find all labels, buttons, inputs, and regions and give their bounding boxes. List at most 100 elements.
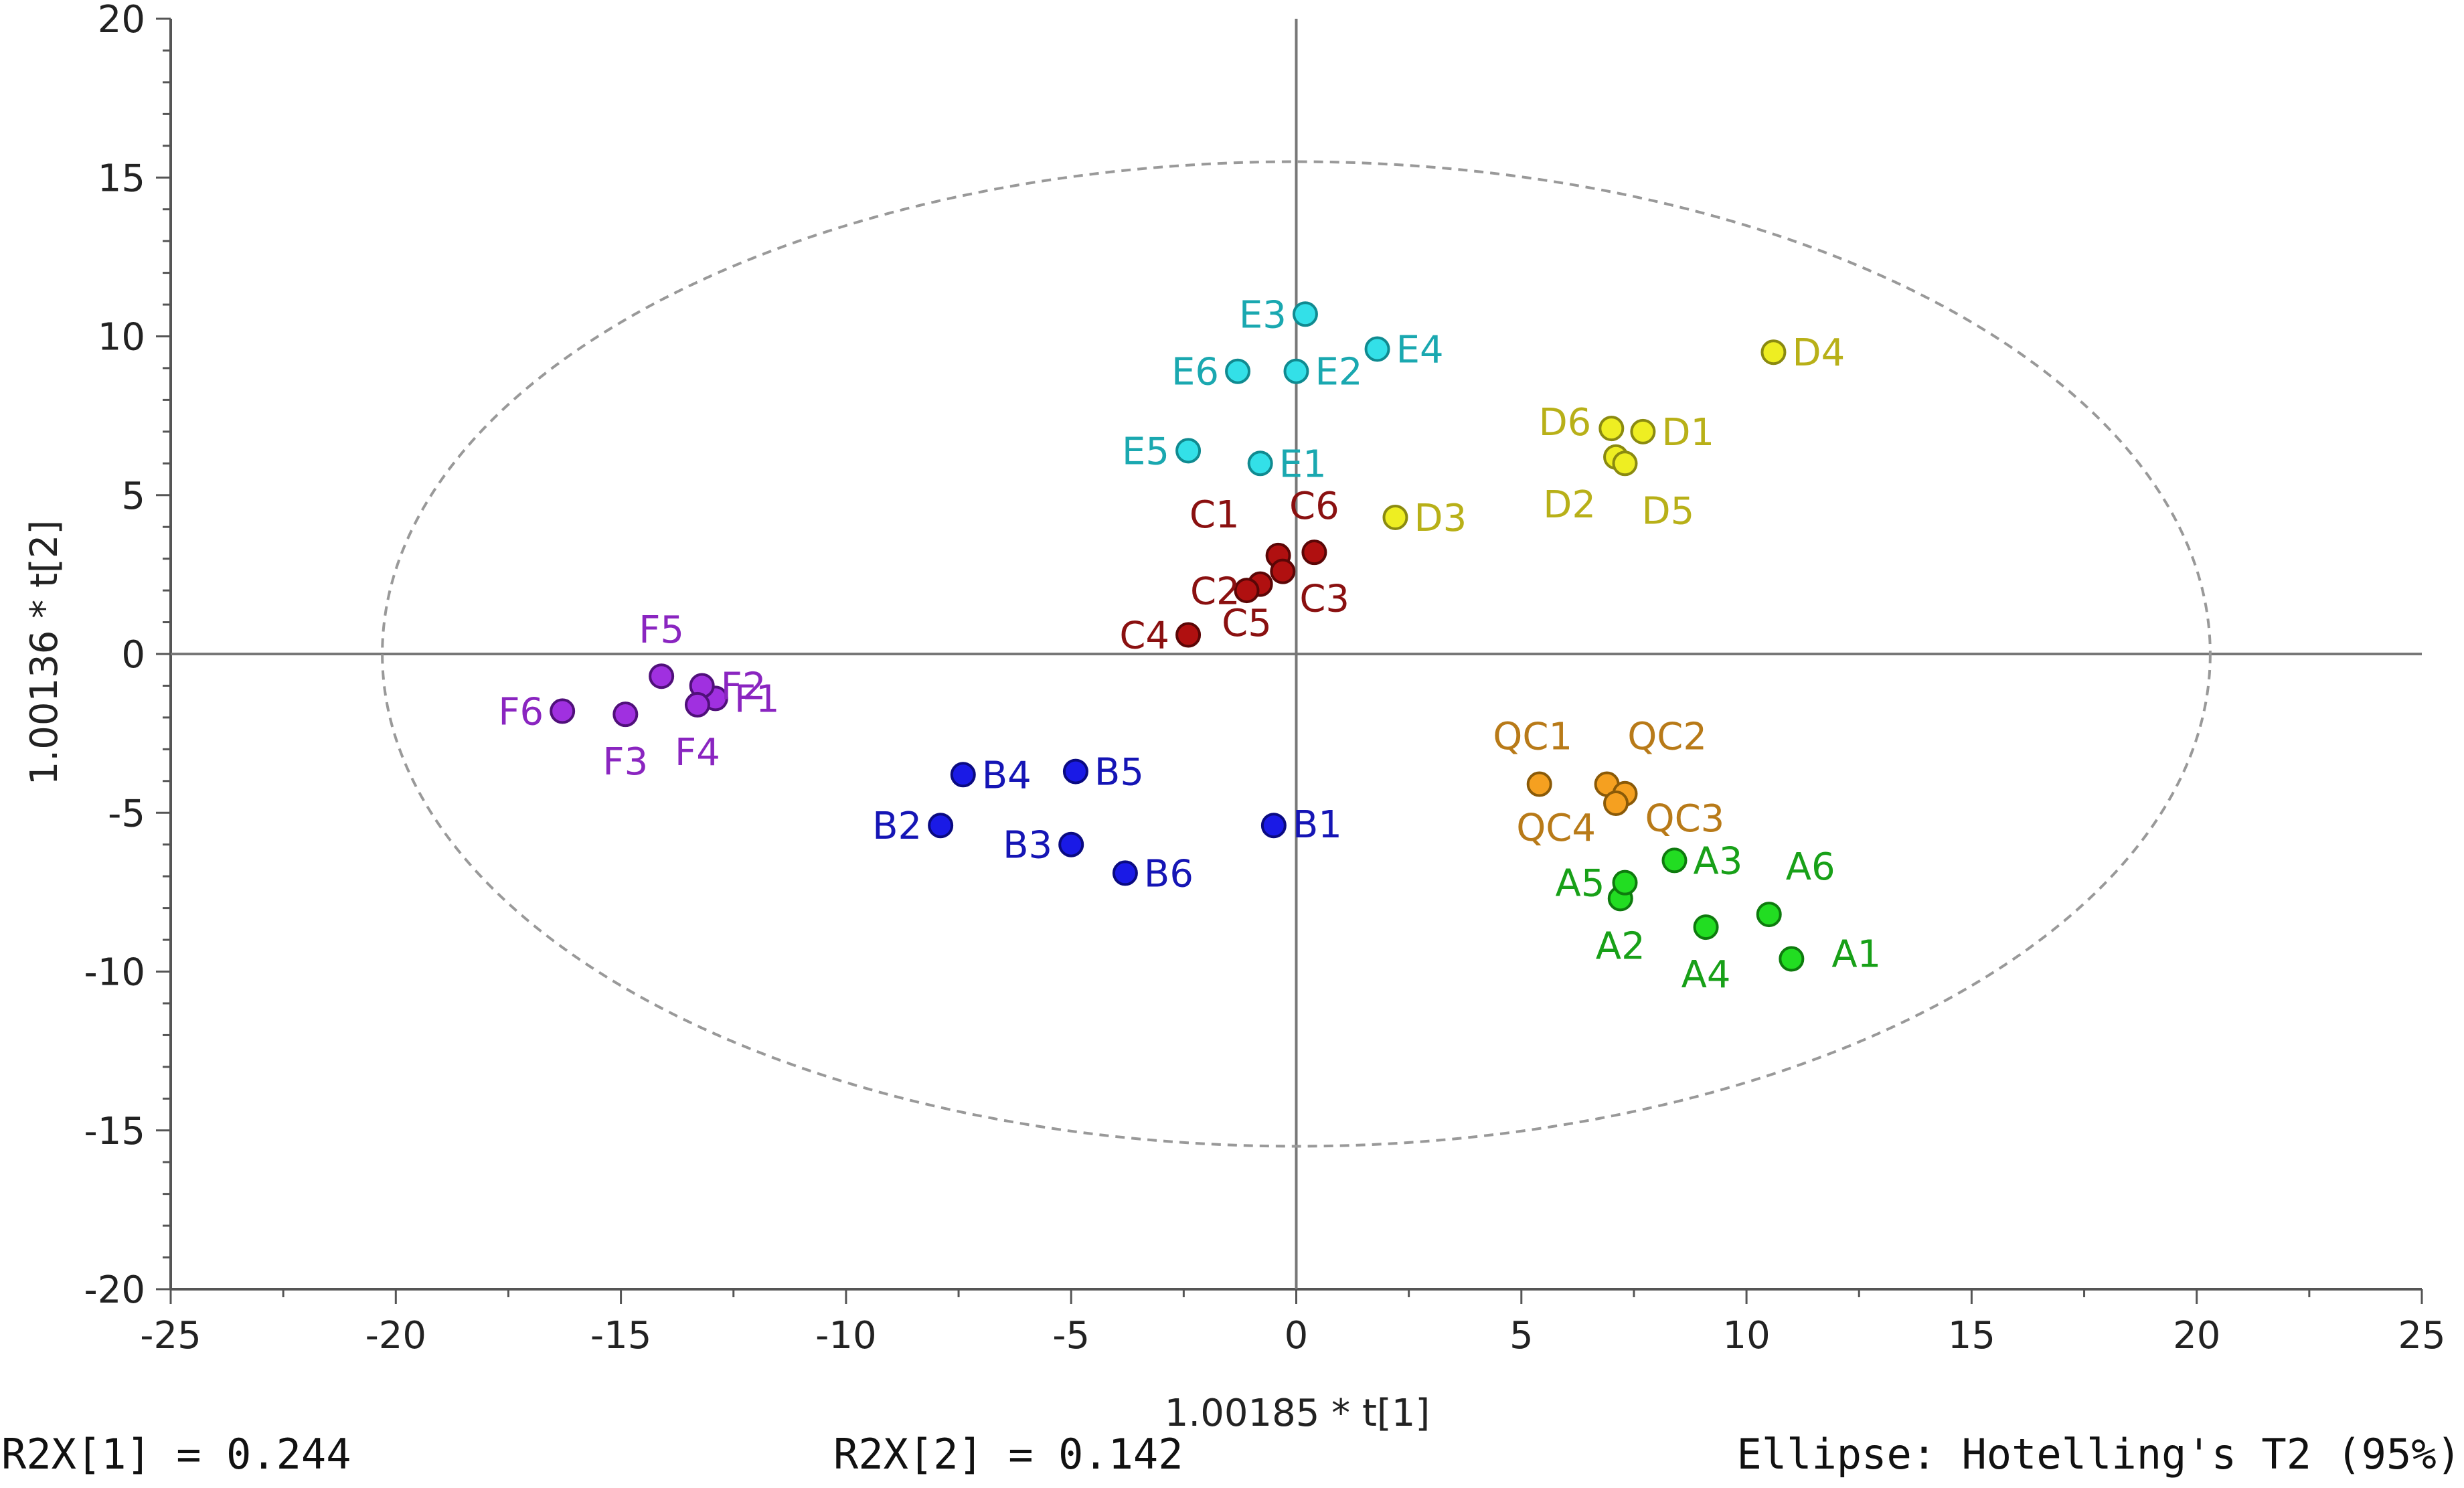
- y-tick-label: 0: [121, 633, 145, 677]
- point-f3[interactable]: [612, 701, 639, 728]
- point-label-f5: F5: [639, 608, 684, 652]
- y-axis-title: 1.00136 * t[2]: [23, 520, 66, 785]
- point-e2[interactable]: [1283, 358, 1309, 384]
- point-label-qc4: QC4: [1516, 807, 1596, 850]
- point-label-b2: B2: [872, 805, 922, 848]
- point-d4[interactable]: [1760, 339, 1787, 365]
- point-label-d5: D5: [1641, 489, 1694, 533]
- x-tick-label: -15: [590, 1314, 651, 1357]
- point-label-a2: A2: [1596, 924, 1645, 968]
- y-tick-label: 10: [98, 316, 145, 359]
- point-label-e3: E3: [1239, 293, 1287, 337]
- y-tick-label: -15: [84, 1110, 145, 1153]
- point-d3[interactable]: [1382, 504, 1408, 530]
- point-e3[interactable]: [1292, 301, 1318, 327]
- point-label-c6: C6: [1289, 485, 1339, 528]
- y-tick-label: -5: [108, 792, 145, 835]
- point-label-f6: F6: [498, 690, 544, 734]
- x-tick-label: 0: [1285, 1314, 1309, 1357]
- y-tick-label: 20: [98, 0, 145, 42]
- point-label-e2: E2: [1315, 351, 1363, 394]
- point-label-a5: A5: [1556, 862, 1605, 906]
- point-label-a6: A6: [1786, 845, 1835, 889]
- point-label-c1: C1: [1189, 493, 1240, 537]
- point-d1[interactable]: [1630, 418, 1656, 444]
- x-tick-label: -5: [1052, 1314, 1090, 1357]
- point-label-e4: E4: [1396, 328, 1444, 371]
- point-a5[interactable]: [1612, 870, 1638, 896]
- point-a6[interactable]: [1756, 902, 1782, 928]
- point-a4[interactable]: [1693, 914, 1719, 940]
- point-label-b5: B5: [1094, 751, 1144, 795]
- point-label-f2: F2: [721, 665, 766, 708]
- point-label-d6: D6: [1539, 401, 1592, 444]
- x-tick-label: -25: [140, 1314, 201, 1357]
- point-d6[interactable]: [1598, 416, 1625, 442]
- point-label-b4: B4: [982, 754, 1032, 797]
- point-label-b3: B3: [1003, 824, 1052, 867]
- point-label-d3: D3: [1414, 497, 1467, 540]
- point-b4[interactable]: [950, 762, 976, 788]
- point-c4[interactable]: [1175, 622, 1202, 648]
- point-a3[interactable]: [1661, 847, 1688, 874]
- point-c5[interactable]: [1234, 578, 1260, 604]
- x-tick-label: 20: [2173, 1314, 2220, 1357]
- point-e6[interactable]: [1225, 358, 1251, 384]
- x-tick-label: -10: [815, 1314, 876, 1357]
- point-qc4[interactable]: [1603, 791, 1629, 817]
- point-c3[interactable]: [1270, 558, 1296, 584]
- point-label-c4: C4: [1119, 614, 1169, 658]
- data-points-layer: [550, 301, 1805, 972]
- point-qc1[interactable]: [1526, 771, 1552, 797]
- point-b3[interactable]: [1058, 831, 1084, 857]
- point-label-e6: E6: [1171, 351, 1219, 394]
- point-label-qc2: QC2: [1627, 716, 1707, 759]
- point-label-c5: C5: [1222, 602, 1272, 645]
- x-tick-label: 10: [1722, 1314, 1770, 1357]
- point-label-d2: D2: [1543, 483, 1596, 527]
- x-tick-label: 25: [2398, 1314, 2445, 1357]
- r2x1-stat: R2X[1] = 0.244: [1, 1430, 351, 1479]
- point-d5[interactable]: [1612, 450, 1638, 477]
- hotelling-ellipse: [381, 160, 2212, 1148]
- point-label-e5: E5: [1122, 430, 1169, 473]
- point-label-e1: E1: [1279, 442, 1327, 486]
- point-c6[interactable]: [1301, 540, 1327, 566]
- point-labels-layer: A1 A2 A3 A4 A5 A6 B1 B2 B3 B4 B5 B6 C1 C2 C3 C4 C5 C6 D1 D2…: [498, 293, 1881, 997]
- point-a1[interactable]: [1779, 946, 1805, 972]
- point-label-b1: B1: [1293, 803, 1342, 847]
- point-label-a1: A1: [1831, 933, 1881, 977]
- x-tick-label: 15: [1948, 1314, 1995, 1357]
- point-label-a3: A3: [1693, 839, 1742, 883]
- point-label-c2: C2: [1190, 570, 1240, 614]
- point-label-f1: F1: [734, 677, 780, 721]
- ellipse-note: Ellipse: Hotelling's T2 (95%): [1736, 1430, 2462, 1479]
- point-e4[interactable]: [1364, 336, 1390, 362]
- zero-lines: [171, 19, 2422, 1289]
- point-b6[interactable]: [1112, 860, 1138, 886]
- point-e5[interactable]: [1175, 438, 1202, 464]
- point-label-qc1: QC1: [1493, 716, 1572, 759]
- point-label-qc3: QC3: [1645, 797, 1724, 841]
- axes-group: -25 -20 -15 -10 -5 0 5 10 15 20 2520151050-5-10-15…: [84, 0, 2446, 1357]
- point-f6[interactable]: [550, 698, 576, 724]
- y-tick-label: -20: [84, 1268, 145, 1312]
- point-label-d4: D4: [1792, 331, 1845, 375]
- hotelling-ellipse-layer: [381, 160, 2212, 1148]
- x-tick-label: 5: [1509, 1314, 1534, 1357]
- point-label-d1: D1: [1661, 411, 1714, 454]
- y-tick-label: 15: [98, 157, 145, 200]
- point-f5[interactable]: [649, 663, 675, 689]
- point-label-f4: F4: [675, 731, 720, 774]
- point-b5[interactable]: [1062, 758, 1088, 784]
- point-e1[interactable]: [1247, 450, 1273, 477]
- point-label-b6: B6: [1144, 852, 1194, 896]
- x-tick-label: -20: [365, 1314, 426, 1357]
- point-b1[interactable]: [1260, 813, 1287, 839]
- r2x2-stat: R2X[2] = 0.142: [833, 1430, 1183, 1479]
- point-f4[interactable]: [684, 691, 710, 718]
- point-label-a4: A4: [1681, 953, 1731, 997]
- x-axis-title: 1.00185 * t[1]: [1165, 1392, 1430, 1435]
- point-b2[interactable]: [928, 813, 954, 839]
